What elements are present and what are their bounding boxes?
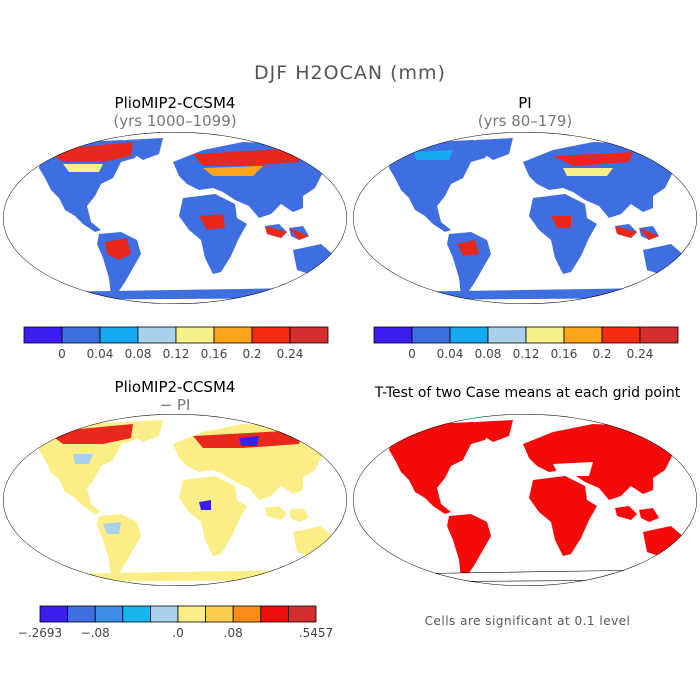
colorbar-tick-label: 0.2	[242, 347, 261, 361]
colorbar-tick-label: −.2693	[18, 626, 62, 640]
colorbar-swatch	[175, 326, 215, 344]
panel-title-top-left: PlioMIP2-CCSM4	[114, 94, 236, 112]
colorbar-swatch	[232, 605, 262, 623]
panel-subtitle-top-right: (yrs 80–179)	[477, 112, 573, 130]
colorbar-top-right: 0 0.04 0.08 0.12 0.16 0.2 0.24	[373, 326, 679, 361]
figure-title: DJF H2OCAN (mm)	[254, 62, 446, 84]
colorbar-swatch	[67, 605, 96, 623]
map-top-right	[353, 132, 697, 304]
colorbar-tick-label: 0.12	[163, 347, 190, 361]
colorbar-swatch	[213, 326, 253, 344]
colorbar-tick-label: 0.16	[551, 347, 578, 361]
colorbar-tick-label: −.08	[81, 626, 110, 640]
colorbar-swatch	[260, 605, 289, 623]
colorbar-tick-label: 0.24	[627, 347, 654, 361]
colorbar-swatch	[122, 605, 151, 623]
colorbar-swatch	[563, 326, 603, 344]
colorbar-tick-label: 0.04	[437, 347, 464, 361]
colorbar-tick-label: 0.04	[87, 347, 114, 361]
colorbar-swatch	[94, 605, 124, 623]
colorbar-swatch	[639, 326, 679, 344]
colorbar-tick-label: 0.08	[125, 347, 152, 361]
panel-subtitle-bottom-left: − PI	[159, 396, 191, 414]
colorbar-tick-label: 0.16	[201, 347, 228, 361]
panel-title-top-right: PI	[518, 94, 532, 112]
panel-title-bottom-right: T-Test of two Case means at each grid po…	[374, 385, 681, 401]
colorbar-tick-label: 0	[408, 347, 416, 361]
colorbar-swatch	[287, 605, 317, 623]
colorbar-tick-label: .08	[224, 626, 243, 640]
colorbar-tick-label: 0.24	[277, 347, 304, 361]
colorbar-swatch	[39, 605, 69, 623]
colorbar-tick-label: 0	[58, 347, 66, 361]
significance-note: Cells are significant at 0.1 level	[424, 614, 631, 628]
colorbar-top-left: 0 0.04 0.08 0.12 0.16 0.2 0.24	[23, 326, 329, 361]
colorbar-swatch	[177, 605, 207, 623]
map-top-left	[3, 132, 347, 304]
colorbar-tick-label: 0.08	[475, 347, 502, 361]
colorbar-swatch	[251, 326, 291, 344]
colorbar-swatch	[525, 326, 565, 344]
colorbar-swatch	[61, 326, 101, 344]
panel-subtitle-top-left: (yrs 1000–1099)	[113, 112, 237, 130]
colorbar-tick-label: 0.12	[513, 347, 540, 361]
colorbar-swatch	[137, 326, 177, 344]
colorbar-swatch	[601, 326, 641, 344]
colorbar-swatch	[411, 326, 451, 344]
colorbar-tick-label: .5457	[299, 626, 333, 640]
colorbar-swatch	[289, 326, 329, 344]
map-bottom-right	[353, 414, 697, 586]
colorbar-bottom-left: −.2693 −.08 .0 .08 .5457	[18, 605, 333, 640]
colorbar-swatch	[487, 326, 527, 344]
map-bottom-left	[3, 414, 347, 586]
colorbar-swatch	[99, 326, 139, 344]
colorbar-tick-label: 0.2	[592, 347, 611, 361]
colorbar-swatch	[149, 605, 179, 623]
panel-title-bottom-left: PlioMIP2-CCSM4	[114, 378, 236, 396]
colorbar-swatch	[373, 326, 413, 344]
colorbar-swatch	[205, 605, 234, 623]
colorbar-tick-label: .0	[172, 626, 183, 640]
colorbar-swatch	[449, 326, 489, 344]
colorbar-swatch	[23, 326, 63, 344]
